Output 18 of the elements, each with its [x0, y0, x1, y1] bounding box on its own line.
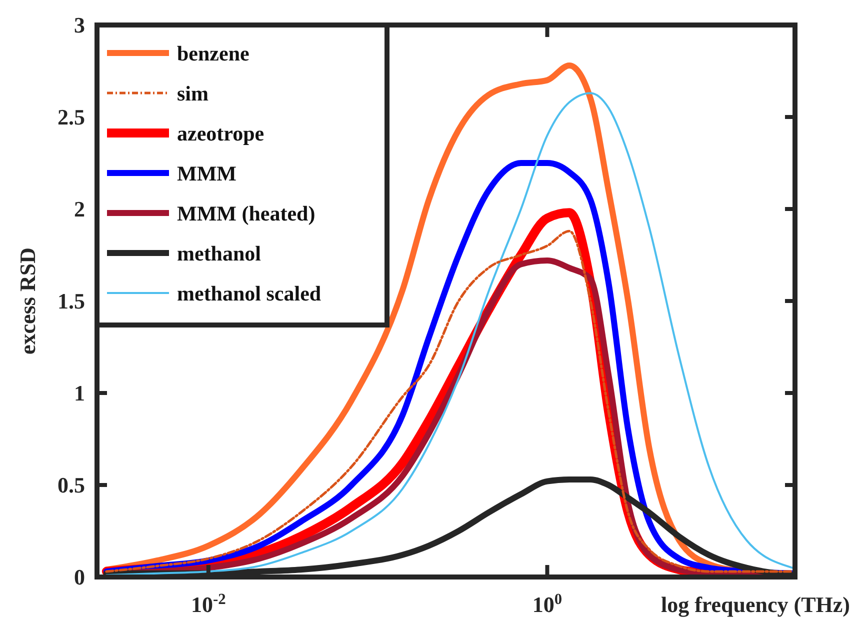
- y-tick-label: 1.5: [58, 288, 85, 314]
- y-axis-title: excess RSD: [15, 248, 40, 354]
- y-tick-label: 0.5: [58, 472, 85, 498]
- legend-label: azeotrope: [177, 121, 264, 146]
- legend-label: sim: [177, 81, 210, 106]
- legend-label: methanol: [177, 241, 262, 266]
- y-tick-label: 0: [74, 564, 85, 590]
- legend-label: MMM: [177, 161, 237, 186]
- legend-label: methanol scaled: [177, 281, 322, 306]
- legend-label: MMM (heated): [177, 201, 316, 226]
- x-axis-title: log frequency (THz): [660, 592, 850, 617]
- x-tick-label: 10$^{-2}$: [190, 590, 226, 617]
- y-tick-label: 2.5: [58, 104, 85, 130]
- y-tick-label: 2: [74, 196, 85, 222]
- legend-label: benzene: [177, 41, 250, 66]
- y-tick-label: 1: [74, 380, 85, 406]
- y-tick-label: 3: [74, 12, 85, 38]
- x-tick-label: 10$^{0}$: [532, 590, 562, 617]
